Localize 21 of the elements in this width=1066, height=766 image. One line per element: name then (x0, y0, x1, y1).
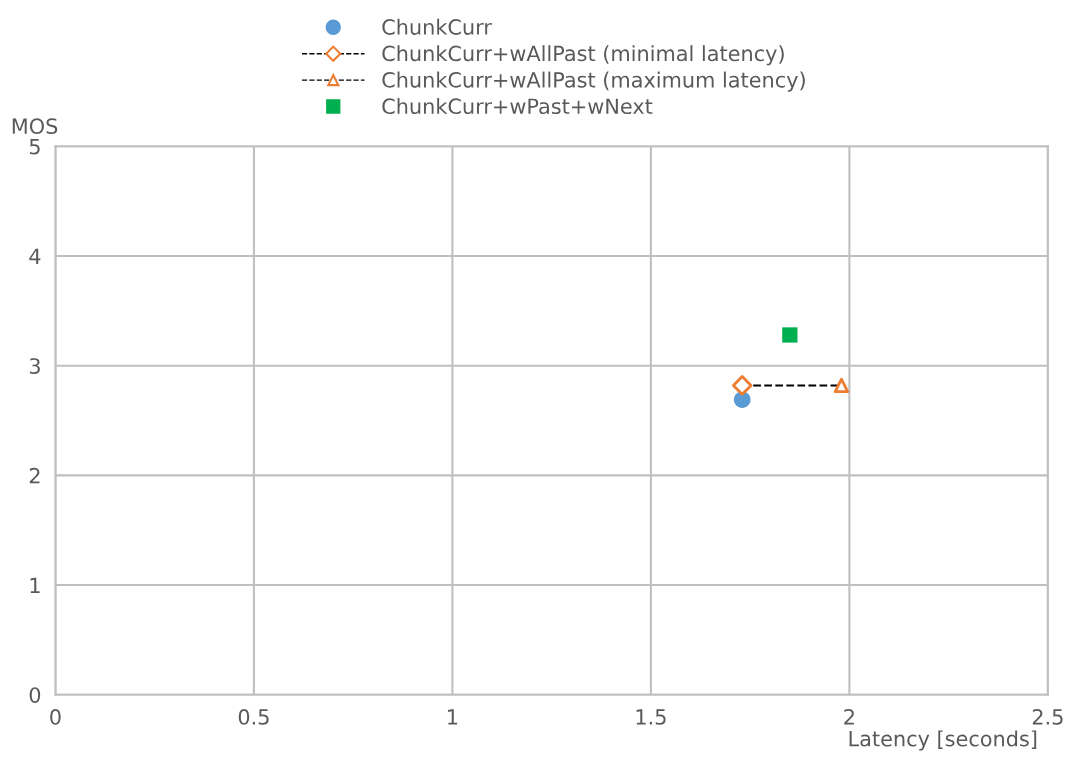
point (731, 375, 753, 396)
x-tick-label: 0.5 (238, 709, 269, 725)
y-tick-label: 2 (29, 467, 40, 484)
point (782, 327, 798, 343)
y-tick-label: 3 (29, 358, 40, 374)
y-tick-label: 1 (30, 577, 40, 593)
legend-label: ChunkCurr+wAllPast (minimal latency) (382, 45, 784, 66)
x-tick-label: 1.5 (636, 709, 666, 725)
legend-label: ChunkCurr (382, 18, 492, 35)
y-tick-label: 4 (29, 248, 41, 264)
legend-label: ChunkCurr+wPast+wNext (382, 97, 653, 115)
x-tick-label: 2.5 (1032, 709, 1063, 725)
x-axis-title: Latency [seconds] (849, 730, 1037, 751)
y-tick-label: 0 (29, 687, 41, 703)
legend-label: ChunkCurr+wAllPast (maximum latency) (382, 71, 805, 92)
y-tick-label: 5 (29, 139, 40, 155)
y-axis-title: MOS (12, 118, 58, 135)
x-tick-label: 0 (50, 709, 61, 725)
x-tick-label: 2 (844, 709, 854, 725)
point (833, 377, 850, 394)
x-tick-label: 1 (448, 709, 458, 725)
